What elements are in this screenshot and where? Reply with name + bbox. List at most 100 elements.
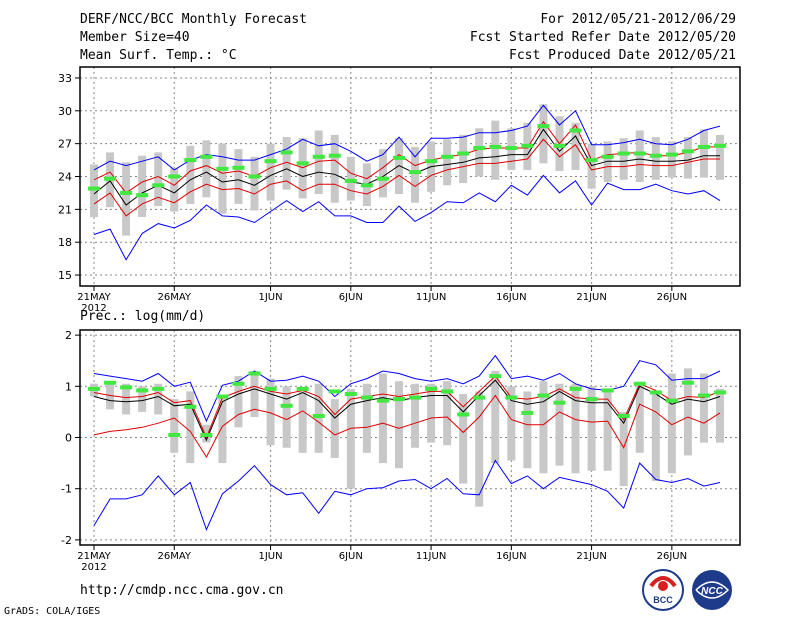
- temp-median-marker: [328, 153, 341, 158]
- precip-median-marker: [489, 374, 502, 379]
- temp-box: [411, 146, 420, 203]
- temp-median-marker: [697, 144, 710, 149]
- temp-box: [234, 149, 243, 204]
- temp-median-marker: [104, 176, 117, 181]
- bcc-logo-swirl: [649, 576, 677, 588]
- temp-ytick-label: 15: [58, 269, 72, 282]
- temp-median-marker: [633, 151, 646, 156]
- temp-median-marker: [136, 193, 149, 198]
- precip-median-marker: [569, 386, 582, 391]
- precip-median-marker: [457, 412, 470, 417]
- temp-box: [459, 134, 468, 184]
- precip-ytick-label: -1: [61, 483, 72, 496]
- temp-ytick-label: 21: [58, 203, 72, 216]
- header-produced-date: Fcst Produced Date 2012/05/21: [509, 48, 736, 63]
- ncc-logo: NCC: [692, 570, 732, 610]
- temp-xtick-label: 6JUN: [339, 292, 363, 303]
- bcc-logo-dot: [658, 581, 668, 591]
- temp-box: [491, 120, 500, 180]
- precip-median-marker: [649, 390, 662, 395]
- precip-box: [394, 381, 403, 469]
- header-member-size: Member Size=40: [80, 30, 190, 45]
- temp-median-marker: [360, 183, 373, 188]
- temp-box: [651, 137, 660, 180]
- precip-box: [346, 388, 355, 489]
- precip-box: [699, 373, 708, 443]
- temp-median-marker: [714, 143, 726, 148]
- temp-median-marker: [296, 161, 309, 166]
- temp-ytick-label: 30: [58, 105, 72, 118]
- ncc-logo-globe: [695, 581, 730, 599]
- temp-xtick-label: 26JUN: [657, 292, 687, 303]
- precip-box: [154, 383, 163, 415]
- temp-median-marker: [200, 154, 213, 159]
- bcc-logo-text: BCC: [653, 595, 673, 605]
- precip-box: [378, 373, 387, 464]
- temp-box: [330, 134, 339, 203]
- temp-box: [539, 104, 548, 164]
- precip-median-marker: [425, 386, 438, 391]
- precip-line-max: [93, 354, 721, 423]
- precip-median-marker: [328, 389, 341, 394]
- temp-median-marker: [232, 165, 245, 170]
- precip-box: [459, 393, 468, 484]
- precip-xtick-label: 11JUN: [416, 551, 446, 562]
- precip-median-marker: [553, 400, 566, 405]
- temp-box: [138, 155, 147, 218]
- temp-box: [298, 138, 307, 199]
- temp-line-max: [93, 104, 721, 171]
- temp-xtick-label: 1JUN: [259, 292, 283, 303]
- temp-box: [378, 149, 387, 198]
- precip-median-marker: [376, 398, 389, 403]
- precip-box: [330, 399, 339, 458]
- precip-box: [170, 399, 179, 453]
- precip-median-marker: [392, 397, 405, 402]
- temp-median-marker: [88, 186, 100, 191]
- precip-median-marker: [280, 403, 293, 408]
- temp-median-marker: [585, 158, 598, 163]
- precip-median-marker: [409, 395, 422, 400]
- temp-ytick-label: 27: [58, 138, 72, 151]
- temp-xtick-label: 26MAY: [157, 292, 191, 303]
- temp-box: [154, 152, 163, 207]
- precip-xtick-label: 21JUN: [576, 551, 606, 562]
- footer-credit: GrADS: COLA/IGES: [4, 606, 101, 617]
- temp-box: [475, 128, 484, 177]
- ncc-logo-text: NCC: [701, 586, 723, 597]
- precip-ytick-label: 0: [65, 432, 72, 445]
- temp-median-marker: [473, 146, 486, 151]
- temp-median-marker: [681, 149, 694, 154]
- precip-box: [138, 386, 147, 412]
- precip-median-marker: [296, 386, 309, 391]
- precip-median-marker: [104, 380, 117, 385]
- precip-median-marker: [184, 404, 197, 409]
- temp-ytick-label: 18: [58, 236, 72, 249]
- precip-box: [539, 381, 548, 474]
- temp-box: [170, 167, 179, 212]
- precip-xtick-label: 1JUN: [259, 551, 283, 562]
- precip-median-marker: [344, 391, 357, 396]
- temp-xtick-label: 21JUN: [576, 292, 606, 303]
- precip-median-marker: [136, 388, 149, 393]
- precip-box: [411, 383, 420, 448]
- footer-url[interactable]: http://cmdp.ncc.cma.gov.cn: [80, 583, 284, 598]
- temp-box: [635, 130, 644, 182]
- header-start-date: Fcst Started Refer Date 2012/05/20: [469, 30, 736, 45]
- temp-median-marker: [505, 146, 518, 151]
- precip-median-marker: [152, 386, 165, 391]
- precip-box: [234, 376, 243, 428]
- precip-box: [603, 391, 612, 471]
- temp-box: [667, 141, 676, 178]
- precip-median-marker: [232, 381, 245, 386]
- temp-median-marker: [312, 154, 325, 159]
- temp-median-marker: [152, 183, 165, 188]
- precip-median-marker: [537, 393, 550, 398]
- temp-box: [619, 138, 628, 180]
- temp-median-marker: [649, 153, 662, 158]
- precip-box: [298, 388, 307, 453]
- temp-box: [346, 156, 355, 201]
- temp-box: [443, 139, 452, 186]
- precip-median-marker: [714, 390, 726, 395]
- temp-box: [186, 145, 195, 204]
